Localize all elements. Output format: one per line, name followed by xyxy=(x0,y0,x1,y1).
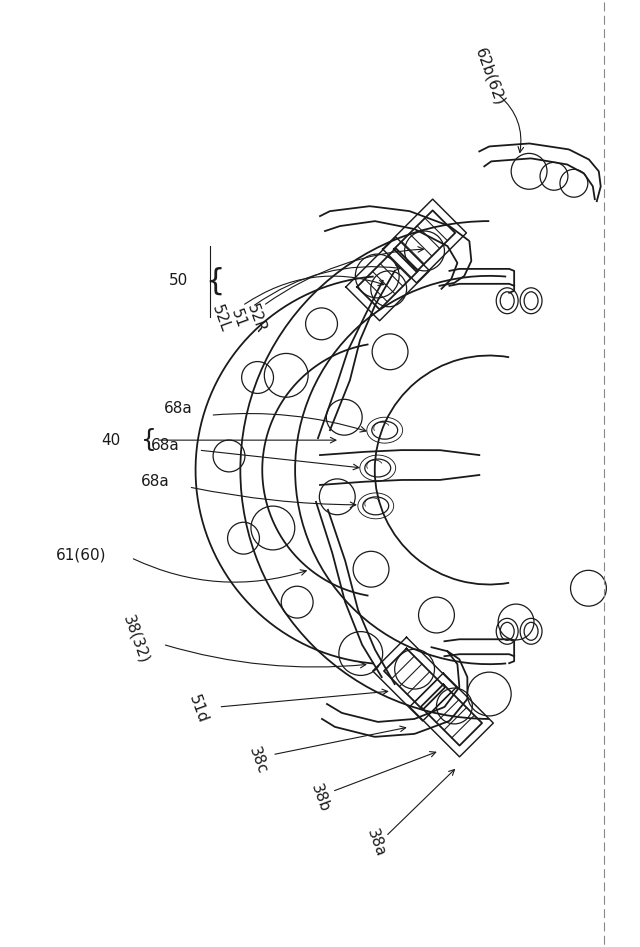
Text: 38c: 38c xyxy=(246,745,270,777)
Text: 38b: 38b xyxy=(308,782,332,814)
Text: 40: 40 xyxy=(101,433,120,448)
Text: 62b(62): 62b(62) xyxy=(472,45,507,108)
Text: 38a: 38a xyxy=(364,828,388,860)
Text: 68a: 68a xyxy=(151,438,180,453)
Text: 61(60): 61(60) xyxy=(56,547,106,563)
Text: 68a: 68a xyxy=(141,474,170,490)
Text: 51: 51 xyxy=(228,307,249,331)
Text: 52R: 52R xyxy=(244,302,268,335)
Text: 38(32): 38(32) xyxy=(120,613,152,666)
Text: 68a: 68a xyxy=(164,401,193,416)
Text: 51d: 51d xyxy=(186,693,211,725)
Text: 52L: 52L xyxy=(209,303,232,334)
Text: 50: 50 xyxy=(169,274,188,288)
Text: {: { xyxy=(141,428,157,452)
Text: {: { xyxy=(205,266,225,295)
